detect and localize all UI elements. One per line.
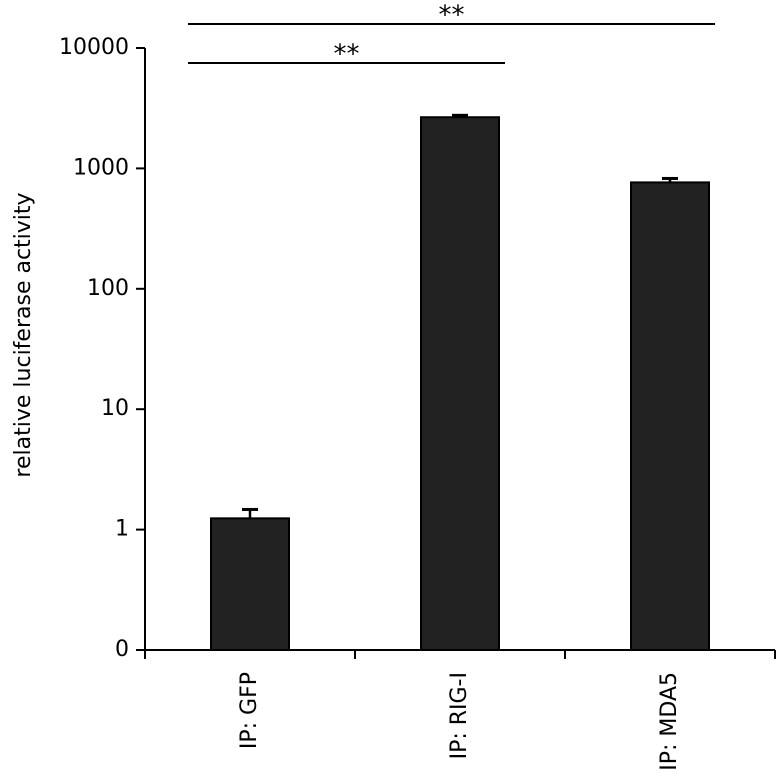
x-tick-label: IP: MDA5 (657, 672, 682, 771)
y-tick-label: 10000 (59, 35, 129, 60)
significance-label: ** (334, 40, 360, 70)
bar (630, 181, 710, 651)
y-tick-label: 10 (101, 396, 129, 421)
y-tick-label: 1000 (73, 155, 129, 180)
x-tick-label: IP: RIG-I (447, 672, 472, 759)
bar (420, 116, 500, 651)
y-axis-label: relative luciferase activity (11, 192, 36, 477)
y-tick-label: 0 (115, 637, 129, 662)
y-tick-label: 1 (115, 517, 129, 542)
bar (210, 517, 290, 652)
x-tick-label: IP: GFP (237, 672, 262, 749)
y-tick-label: 100 (87, 276, 129, 301)
significance-label: ** (439, 1, 465, 31)
